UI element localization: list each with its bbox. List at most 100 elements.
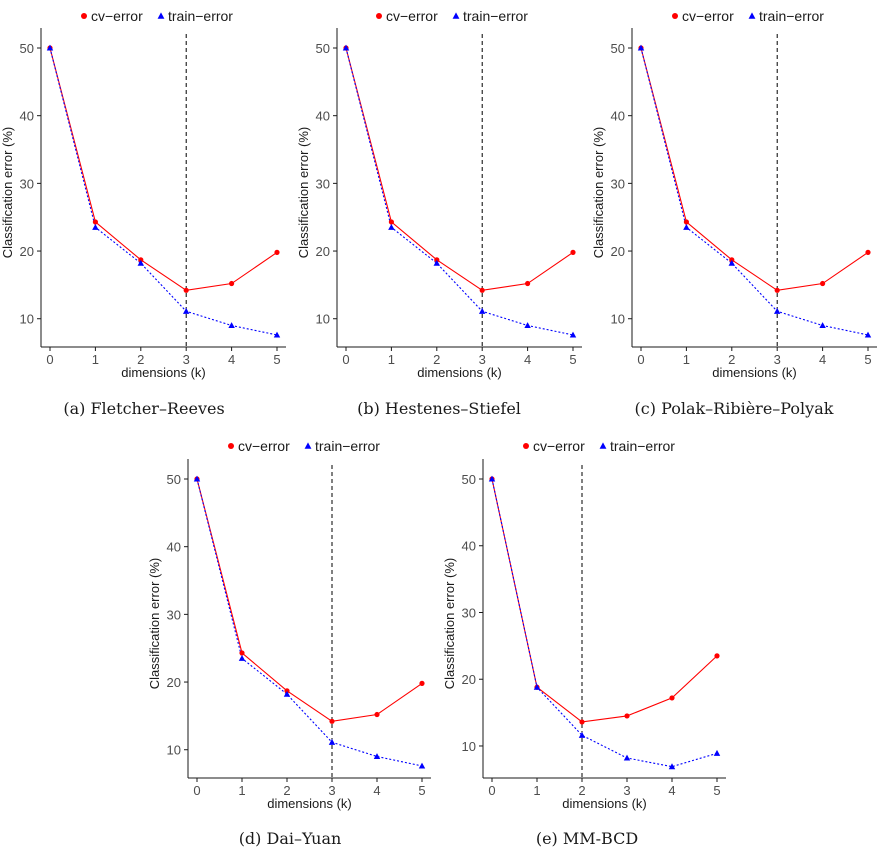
point-train-error [819, 322, 826, 329]
point-cv-error [274, 249, 280, 255]
point-train-error [773, 307, 781, 314]
y-tick-label: 50 [462, 472, 476, 487]
x-tick-label: 5 [864, 352, 871, 367]
point-cv-error [92, 219, 98, 225]
legend-train-label: train−error [610, 438, 675, 454]
point-train-error [569, 331, 577, 338]
point-train-error [623, 754, 631, 761]
panel-caption: (d) Dai–Yuan [239, 829, 342, 848]
x-tick-label: 2 [433, 352, 440, 367]
panel-caption: (b) Hestenes–Stiefel [357, 399, 521, 418]
point-train-error [193, 475, 201, 482]
legend-cv-label: cv−error [533, 438, 585, 454]
y-tick-label: 10 [316, 312, 330, 327]
point-train-error [713, 749, 721, 756]
legend-cv-marker [523, 443, 529, 449]
point-cv-error [865, 249, 871, 255]
point-train-error [273, 331, 281, 338]
point-cv-error [624, 713, 630, 719]
legend-cv-label: cv−error [91, 8, 143, 24]
legend-train-label: train−error [315, 438, 380, 454]
y-tick-label: 30 [462, 605, 476, 620]
series-line-train-error [196, 478, 423, 767]
point-train-error [433, 259, 441, 266]
y-tick-label: 50 [611, 41, 625, 56]
x-tick-label: 2 [137, 352, 144, 367]
y-tick-label: 20 [20, 244, 34, 259]
x-tick-label: 2 [578, 783, 585, 798]
legend: cv−error train−error [523, 438, 675, 454]
y-tick-label: 30 [611, 176, 625, 191]
series-line-train-error [640, 47, 869, 336]
panel-caption: (c) Polak–Ribière–Polyak [635, 399, 834, 418]
x-tick-label: 5 [569, 352, 576, 367]
x-tick-label: 4 [228, 352, 235, 367]
y-tick-label: 20 [316, 244, 330, 259]
legend: cv−error train−error [376, 8, 528, 24]
legend-cv-marker [672, 13, 678, 19]
x-tick-label: 0 [342, 352, 349, 367]
x-axis-label: dimensions (k) [267, 796, 352, 811]
y-tick-label: 40 [167, 540, 181, 555]
legend-train-marker [304, 442, 312, 449]
y-axis-label: Classification error (%) [591, 127, 606, 258]
point-cv-error [239, 650, 245, 656]
y-tick-label: 10 [20, 312, 34, 327]
x-axis-label: dimensions (k) [562, 796, 647, 811]
point-cv-error [479, 287, 485, 293]
point-train-error [418, 762, 426, 769]
chart-panel-3: 10 20 30 40 50 0 1 2 3 4 5 dimensions (k) Classifica… [591, 8, 877, 418]
point-train-error [238, 654, 246, 661]
x-tick-label: 3 [774, 352, 781, 367]
point-train-error [46, 44, 54, 51]
legend-train-marker [599, 442, 607, 449]
legend-train-marker [748, 12, 756, 19]
y-tick-label: 30 [316, 176, 330, 191]
x-tick-label: 3 [183, 352, 190, 367]
series-line-cv-error [196, 478, 423, 722]
x-tick-label: 5 [273, 352, 280, 367]
legend: cv−error train−error [81, 8, 233, 24]
point-cv-error [774, 287, 780, 293]
panel-caption: (a) Fletcher–Reeves [63, 399, 224, 418]
x-tick-label: 3 [328, 783, 335, 798]
point-cv-error [820, 280, 826, 287]
y-axis-label: Classification error (%) [442, 558, 457, 689]
y-tick-label: 50 [20, 41, 34, 56]
point-train-error [182, 307, 190, 314]
x-tick-label: 2 [283, 783, 290, 798]
point-train-error [478, 307, 486, 314]
point-train-error [533, 683, 541, 690]
point-train-error [328, 738, 336, 745]
point-train-error [668, 763, 676, 770]
series-line-cv-error [49, 47, 278, 291]
chart-panel-1: 10 20 30 40 50 0 1 2 3 4 5 dimensions (k) Classifica… [0, 8, 286, 418]
point-cv-error [525, 280, 531, 287]
panel-caption: (e) MM-BCD [536, 829, 638, 848]
x-tick-label: 0 [488, 783, 495, 798]
x-tick-label: 1 [238, 783, 245, 798]
y-tick-label: 10 [462, 739, 476, 754]
point-train-error [488, 475, 496, 482]
x-tick-label: 4 [373, 783, 380, 798]
legend-train-marker [452, 12, 460, 19]
x-tick-label: 4 [524, 352, 531, 367]
chart-panel-5: 10 20 30 40 50 0 1 2 3 4 5 dimensions (k) Classifica… [442, 438, 726, 848]
series-line-train-error [345, 47, 574, 336]
legend-train-label: train−error [759, 8, 824, 24]
x-tick-label: 3 [623, 783, 630, 798]
point-cv-error [570, 249, 576, 255]
series-line-train-error [49, 47, 278, 336]
point-train-error [864, 331, 872, 338]
x-axis-label: dimensions (k) [121, 365, 206, 380]
y-tick-label: 20 [167, 675, 181, 690]
x-tick-label: 1 [92, 352, 99, 367]
y-tick-label: 30 [20, 176, 34, 191]
x-tick-label: 1 [533, 783, 540, 798]
point-cv-error [419, 680, 425, 686]
x-axis-label: dimensions (k) [417, 365, 502, 380]
y-axis-label: Classification error (%) [296, 127, 311, 258]
point-train-error [388, 223, 395, 230]
y-axis-label: Classification error (%) [147, 558, 162, 689]
